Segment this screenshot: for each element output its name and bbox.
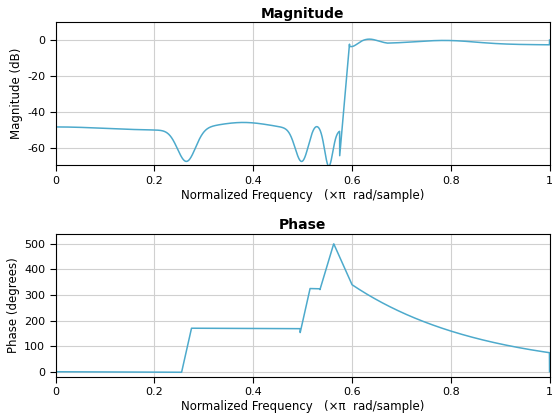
Y-axis label: Phase (degrees): Phase (degrees) xyxy=(7,257,20,353)
Title: Magnitude: Magnitude xyxy=(261,7,344,21)
X-axis label: Normalized Frequency   (×π  rad/sample): Normalized Frequency (×π rad/sample) xyxy=(181,189,424,202)
X-axis label: Normalized Frequency   (×π  rad/sample): Normalized Frequency (×π rad/sample) xyxy=(181,400,424,413)
Y-axis label: Magnitude (dB): Magnitude (dB) xyxy=(10,48,23,139)
Title: Phase: Phase xyxy=(279,218,326,232)
